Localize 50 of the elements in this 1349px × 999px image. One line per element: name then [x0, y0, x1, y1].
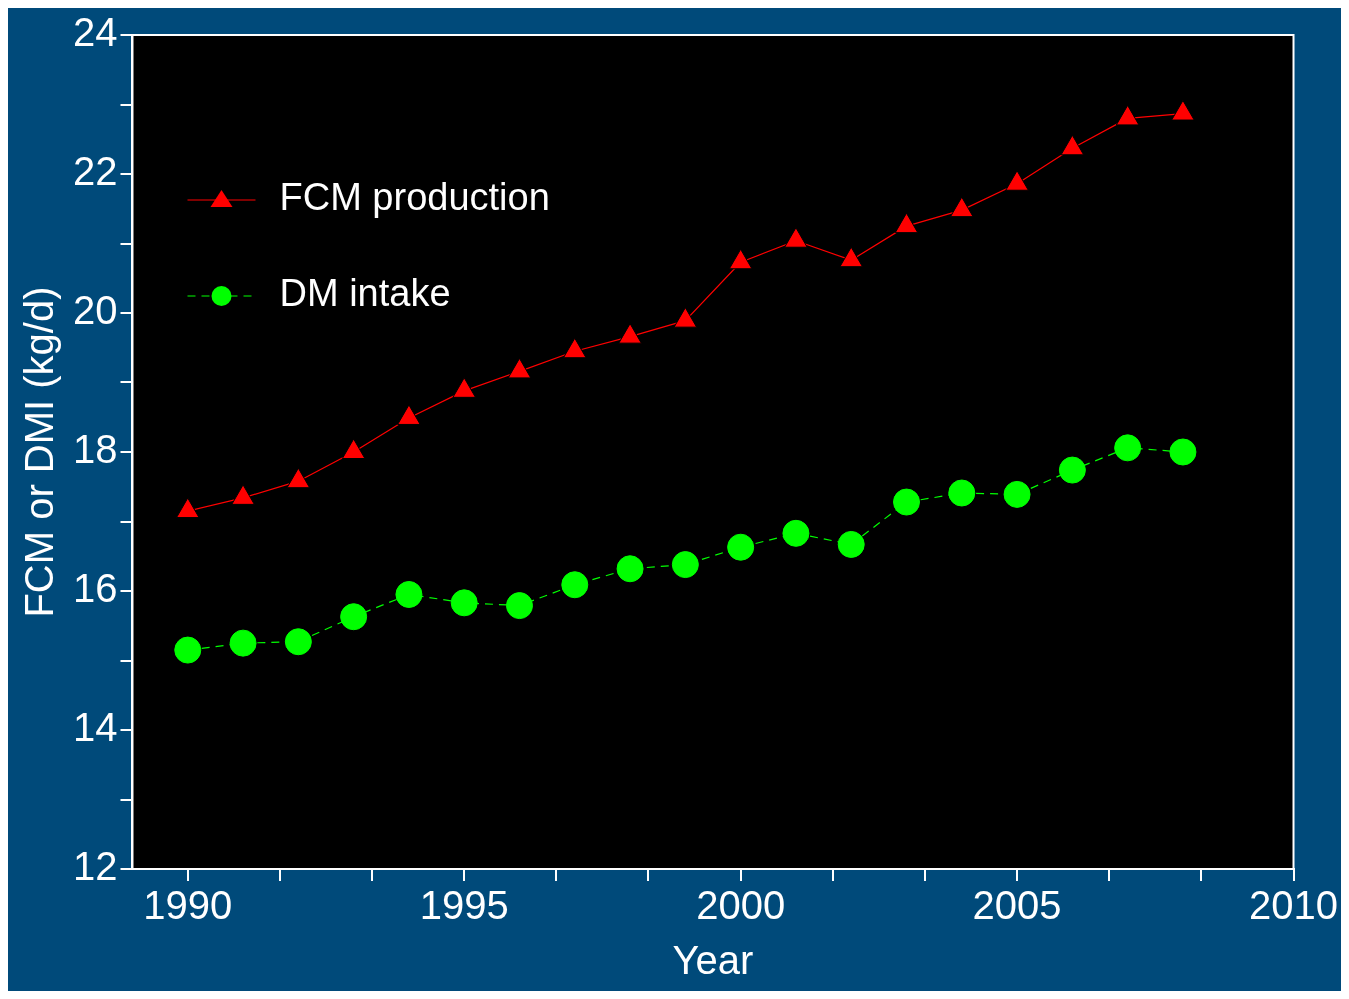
- point: [1114, 434, 1142, 462]
- point: [616, 555, 644, 583]
- point: [340, 603, 368, 631]
- point: [837, 530, 865, 558]
- x-axis-title: Year: [672, 938, 754, 983]
- x-tick-label: 1995: [419, 883, 509, 928]
- point: [1005, 170, 1029, 191]
- y-tick-label: 14: [72, 705, 118, 750]
- point: [450, 589, 478, 617]
- y-tick-label: 12: [72, 844, 118, 889]
- point: [894, 212, 919, 234]
- point: [563, 337, 587, 359]
- point: [506, 592, 533, 620]
- point: [948, 479, 976, 507]
- point: [618, 323, 642, 344]
- point: [1058, 456, 1086, 484]
- y-axis-title: FCM or DMI (kg/d): [17, 286, 62, 618]
- point: [1171, 100, 1195, 121]
- y-tick-label: 22: [72, 149, 118, 194]
- x-tick-label: 1990: [143, 883, 233, 928]
- point: [561, 571, 589, 599]
- point: [174, 636, 202, 664]
- point: [893, 488, 920, 516]
- x-tick-label: 2010: [1249, 883, 1338, 928]
- point: [1003, 480, 1031, 508]
- x-tick-label: 2000: [696, 883, 786, 928]
- point: [229, 629, 257, 657]
- legend-label: DM intake: [279, 272, 451, 315]
- point: [727, 533, 755, 561]
- point: [284, 628, 312, 656]
- point: [507, 357, 532, 379]
- point: [782, 519, 810, 547]
- legend-label: FCM production: [279, 176, 550, 219]
- point: [1115, 104, 1140, 126]
- point: [397, 404, 421, 425]
- point: [784, 227, 808, 248]
- point: [395, 580, 423, 608]
- point: [1169, 438, 1197, 466]
- point: [452, 377, 476, 398]
- point: [950, 196, 974, 218]
- point: [671, 551, 699, 579]
- x-tick-label: 2005: [972, 883, 1062, 928]
- y-tick-label: 20: [72, 288, 118, 333]
- y-tick-label: 24: [72, 10, 118, 55]
- point: [728, 248, 753, 270]
- point: [839, 246, 863, 268]
- point: [1060, 134, 1085, 156]
- point: [673, 307, 698, 328]
- y-tick-label: 16: [72, 566, 118, 611]
- y-tick-label: 18: [72, 427, 118, 472]
